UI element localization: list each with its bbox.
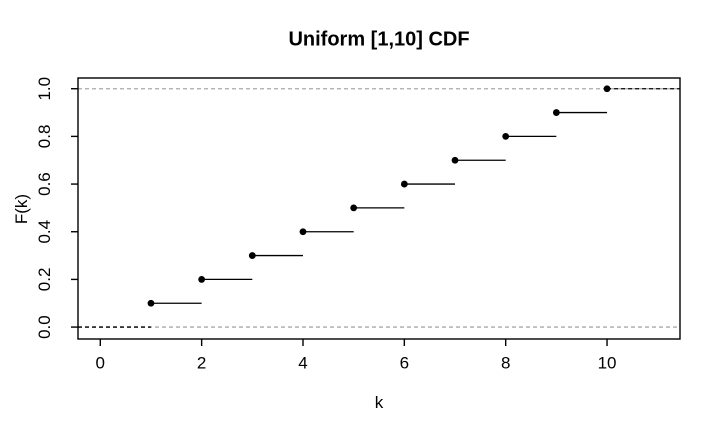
cdf-point — [400, 180, 408, 188]
y-tick-label: 0.4 — [35, 220, 54, 244]
x-tick-label: 0 — [96, 354, 105, 373]
y-tick-label: 0.8 — [35, 125, 54, 149]
cdf-point — [350, 204, 358, 212]
cdf-point — [552, 109, 560, 116]
x-tick-label: 2 — [197, 354, 206, 373]
cdf-point — [147, 299, 155, 307]
plot-title: Uniform [1,10] CDF — [288, 29, 469, 51]
y-tick-label: 0.6 — [35, 172, 54, 196]
x-tick-label: 10 — [598, 354, 617, 373]
x-tick-label: 4 — [298, 354, 307, 373]
cdf-point — [451, 156, 459, 164]
cdf-point — [603, 85, 611, 93]
y-tick-label: 0.0 — [35, 315, 54, 339]
cdf-point — [299, 228, 307, 236]
plot-generated-layer: 0 2 4 6 8 10 0.0 0.2 0.4 0.6 0.8 1.0 — [35, 77, 681, 373]
y-tick-label: 0.2 — [35, 268, 54, 292]
x-tick-label: 6 — [400, 354, 409, 373]
plot-box — [77, 77, 681, 340]
cdf-point — [198, 276, 206, 283]
y-tick-label: 1.0 — [35, 77, 54, 101]
y-axis-label: F(k) — [12, 194, 31, 224]
cdf-point — [502, 132, 510, 140]
x-axis-label: k — [375, 393, 384, 412]
x-tick-label: 8 — [501, 354, 510, 373]
cdf-point — [248, 252, 256, 259]
